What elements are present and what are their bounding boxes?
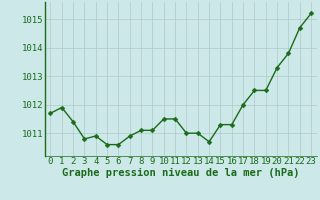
X-axis label: Graphe pression niveau de la mer (hPa): Graphe pression niveau de la mer (hPa): [62, 168, 300, 178]
